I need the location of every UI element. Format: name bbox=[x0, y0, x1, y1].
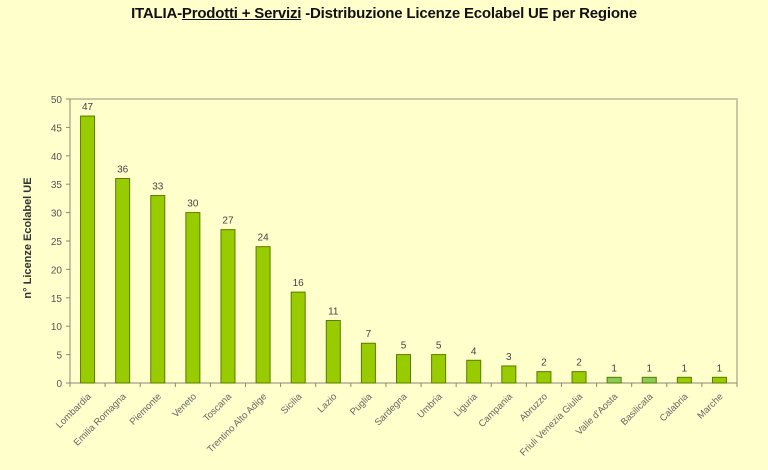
bar-lazio bbox=[325, 320, 341, 384]
x-tick-label: Marche bbox=[695, 391, 725, 421]
x-tick-label: Sicilia bbox=[279, 391, 305, 417]
bar-value-label: 2 bbox=[576, 358, 582, 369]
bar-toscana bbox=[220, 229, 236, 384]
bar-value-label: 24 bbox=[258, 233, 270, 244]
plot-border bbox=[70, 98, 738, 383]
y-tick-label: 35 bbox=[51, 180, 63, 191]
y-tick-label: 0 bbox=[56, 379, 62, 390]
x-tick-label: Trentino Alto Adige bbox=[205, 391, 269, 455]
x-tick-label: Lazio bbox=[316, 391, 340, 415]
bar-value-label: 27 bbox=[222, 216, 234, 227]
bar-sicilia bbox=[290, 291, 306, 384]
y-tick-label: 30 bbox=[51, 209, 63, 220]
bar-value-label: 47 bbox=[82, 102, 94, 113]
bar-trentino-alto-adige bbox=[255, 246, 271, 384]
bar-lombardia bbox=[80, 115, 96, 384]
bar-emilia-romagna bbox=[115, 178, 131, 384]
bar-value-label: 1 bbox=[717, 363, 723, 374]
bar-friuli-venezia-giulia bbox=[571, 371, 587, 384]
y-tick-label: 5 bbox=[56, 351, 62, 362]
y-tick-label: 45 bbox=[51, 123, 63, 134]
y-tick-label: 15 bbox=[51, 294, 63, 305]
bar-puglia bbox=[360, 342, 376, 384]
bar-value-label: 30 bbox=[187, 199, 199, 210]
y-tick-label: 40 bbox=[51, 152, 63, 163]
bar-value-label: 11 bbox=[328, 307, 339, 318]
bar-value-label: 4 bbox=[471, 346, 477, 357]
title-suffix: -Distribuzione Licenze Ecolabel UE per R… bbox=[301, 5, 637, 22]
bar-valle-d-aosta bbox=[606, 376, 622, 384]
bar-calabria bbox=[676, 376, 692, 384]
y-tick-label: 20 bbox=[51, 265, 63, 276]
title-prefix: ITALIA- bbox=[131, 5, 182, 22]
bar-piemonte bbox=[150, 195, 166, 384]
bar-abruzzo bbox=[536, 371, 552, 384]
x-tick-label: Calabria bbox=[658, 391, 691, 424]
bar-campania bbox=[501, 365, 517, 384]
title-underlined: Prodotti + Servizi bbox=[181, 5, 302, 22]
bar-value-label: 2 bbox=[541, 358, 547, 369]
bar-value-label: 7 bbox=[366, 329, 372, 340]
bar-basilicata bbox=[641, 376, 657, 384]
bar-value-label: 1 bbox=[611, 363, 617, 374]
y-tick-label: 10 bbox=[51, 322, 63, 333]
bar-veneto bbox=[185, 212, 201, 384]
x-tick-label: Campania bbox=[477, 391, 516, 430]
bar-liguria bbox=[466, 359, 482, 384]
bar-value-label: 5 bbox=[436, 341, 442, 352]
bar-value-label: 33 bbox=[152, 182, 164, 193]
x-tick-label: Piemonte bbox=[128, 391, 164, 427]
x-tick-label: Basilicata bbox=[619, 391, 656, 428]
bar-value-label: 36 bbox=[117, 165, 129, 176]
bar-value-label: 1 bbox=[646, 363, 652, 374]
bar-umbria bbox=[431, 354, 447, 384]
x-tick-label: Umbria bbox=[415, 391, 445, 421]
bar-sardegna bbox=[396, 354, 411, 384]
x-tick-label: Friuli Venezia Giulia bbox=[518, 391, 586, 459]
bar-value-label: 3 bbox=[506, 352, 512, 363]
bar-marche bbox=[711, 376, 727, 384]
x-tick-label: Liguria bbox=[452, 391, 480, 419]
bar-value-label: 16 bbox=[293, 278, 305, 289]
chart-title: ITALIA-Prodotti + Servizi -Distribuzione… bbox=[0, 5, 768, 22]
y-tick-label: 50 bbox=[51, 95, 63, 106]
x-tick-label: Puglia bbox=[348, 391, 375, 418]
bar-value-label: 5 bbox=[401, 341, 407, 352]
y-tick-label: 25 bbox=[51, 237, 63, 248]
x-tick-label: Abruzzo bbox=[518, 391, 550, 423]
x-tick-label: Veneto bbox=[170, 391, 199, 420]
x-tick-label: Toscana bbox=[201, 391, 234, 424]
x-tick-label: Sardegna bbox=[373, 391, 410, 428]
bar-value-label: 1 bbox=[682, 363, 688, 374]
